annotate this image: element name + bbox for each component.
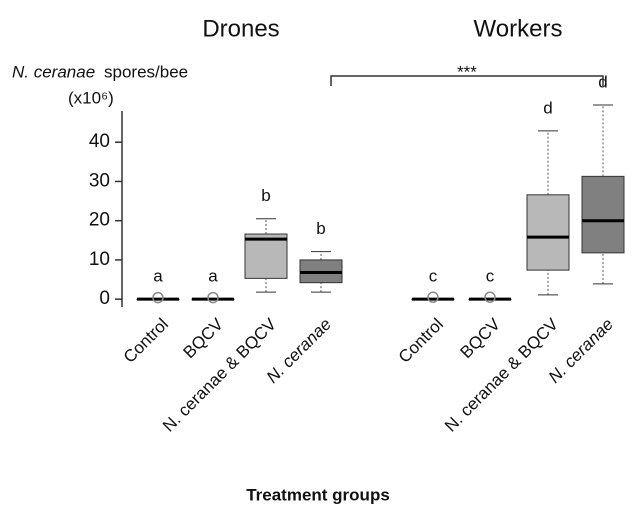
y-axis-label: spores/bee	[104, 62, 188, 81]
box	[526, 194, 570, 271]
group-letter: c	[429, 267, 438, 286]
y-axis-label: N. ceranae	[12, 62, 95, 81]
outlier	[207, 291, 219, 304]
group-letter: c	[486, 267, 495, 286]
y-tick-label: 20	[89, 210, 110, 231]
outlier	[484, 291, 496, 303]
significance-label: ***	[457, 62, 477, 81]
group-letter: b	[316, 219, 325, 238]
outlier	[427, 291, 439, 303]
y-tick-label: 10	[89, 249, 110, 270]
y-tick-label: 30	[89, 170, 110, 191]
x-tick-label: BQCV	[179, 314, 227, 362]
x-tick-label: N. ceranae & BQCV	[441, 314, 562, 435]
y-tick-label: 40	[89, 131, 110, 152]
significance-bracket	[330, 75, 604, 86]
y-axis-unit: (x10⁶)	[68, 88, 114, 107]
x-tick-label: BQCV	[456, 314, 504, 362]
box	[244, 233, 288, 279]
group-title: Drones	[202, 15, 279, 42]
group-letter: a	[153, 267, 163, 286]
y-tick-label: 0	[99, 288, 110, 309]
group-title: Workers	[474, 15, 563, 42]
group-letter: b	[261, 186, 270, 205]
x-tick-label: Control	[395, 315, 447, 367]
outlier	[152, 291, 164, 304]
x-tick-label: Control	[120, 315, 172, 367]
group-letter: a	[208, 267, 218, 286]
x-axis-label: Treatment groups	[246, 485, 390, 504]
group-letter: d	[543, 98, 552, 117]
box	[581, 175, 625, 254]
